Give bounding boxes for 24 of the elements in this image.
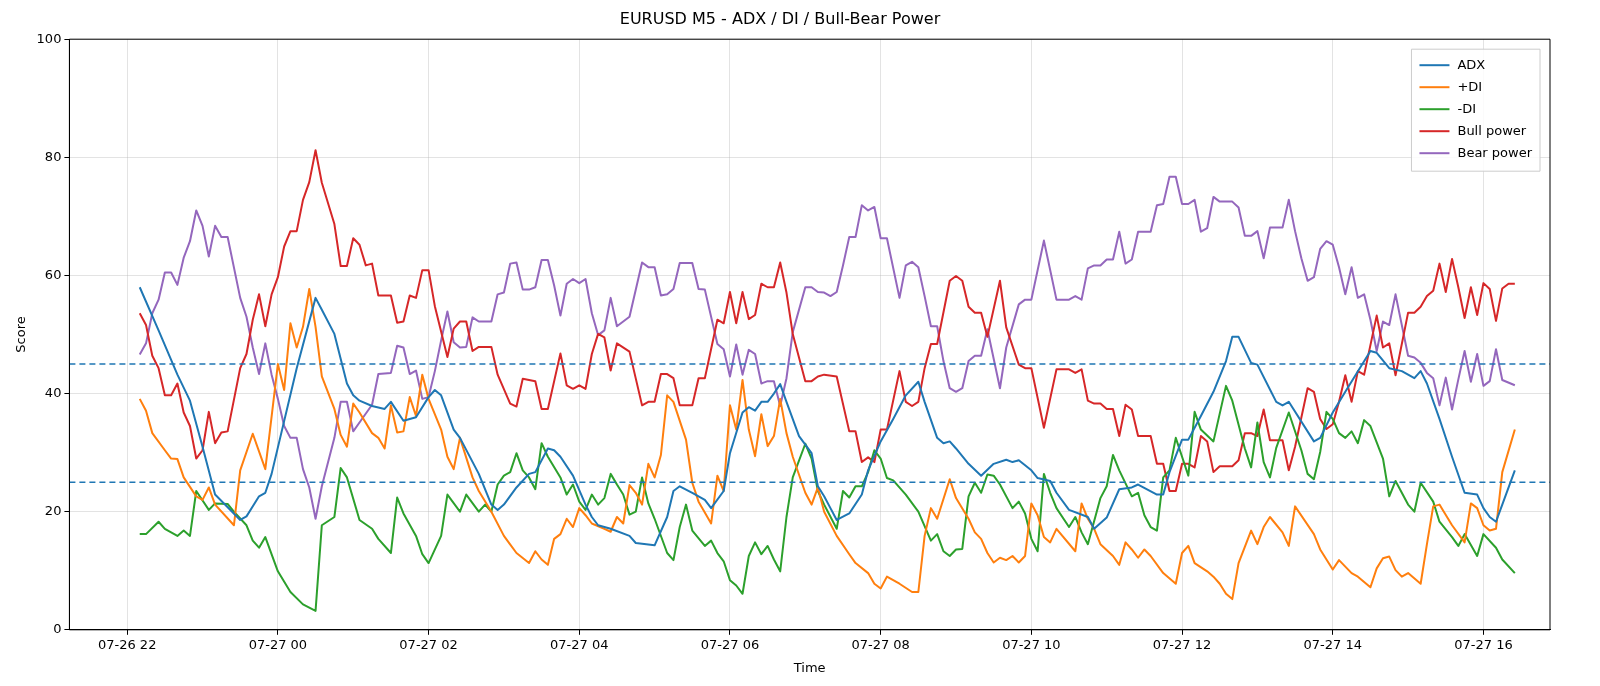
legend-label: +DI	[1457, 78, 1483, 94]
legend-label: Bull power	[1457, 122, 1527, 138]
x-tick-label: 07-27 06	[700, 636, 760, 652]
y-axis-title: Score	[13, 316, 29, 353]
y-tick-label: 100	[36, 30, 62, 46]
legend-label: ADX	[1457, 56, 1486, 72]
x-tick-label: 07-27 10	[1002, 636, 1061, 652]
legend-label: -DI	[1457, 100, 1477, 116]
x-tick-label: 07-27 08	[851, 636, 910, 652]
y-tick-label: 60	[44, 266, 62, 282]
x-tick-label: 07-27 14	[1303, 636, 1362, 652]
x-axis-title: Time	[792, 659, 826, 675]
x-tick-label: 07-26 22	[97, 636, 157, 652]
y-tick-label: 40	[44, 384, 62, 400]
x-tick-label: 07-27 02	[399, 636, 458, 652]
legend-label: Bear power	[1457, 144, 1533, 160]
y-tick-label: 80	[44, 148, 62, 164]
y-tick-label: 20	[44, 503, 62, 519]
x-tick-label: 07-27 16	[1454, 636, 1513, 652]
x-tick-label: 07-27 12	[1152, 636, 1212, 652]
x-tick-label: 07-27 04	[550, 636, 609, 652]
y-tick-label: 0	[53, 621, 62, 637]
x-tick-label: 07-27 00	[248, 636, 308, 652]
chart-title: EURUSD M5 - ADX / DI / Bull-Bear Power	[619, 8, 941, 28]
